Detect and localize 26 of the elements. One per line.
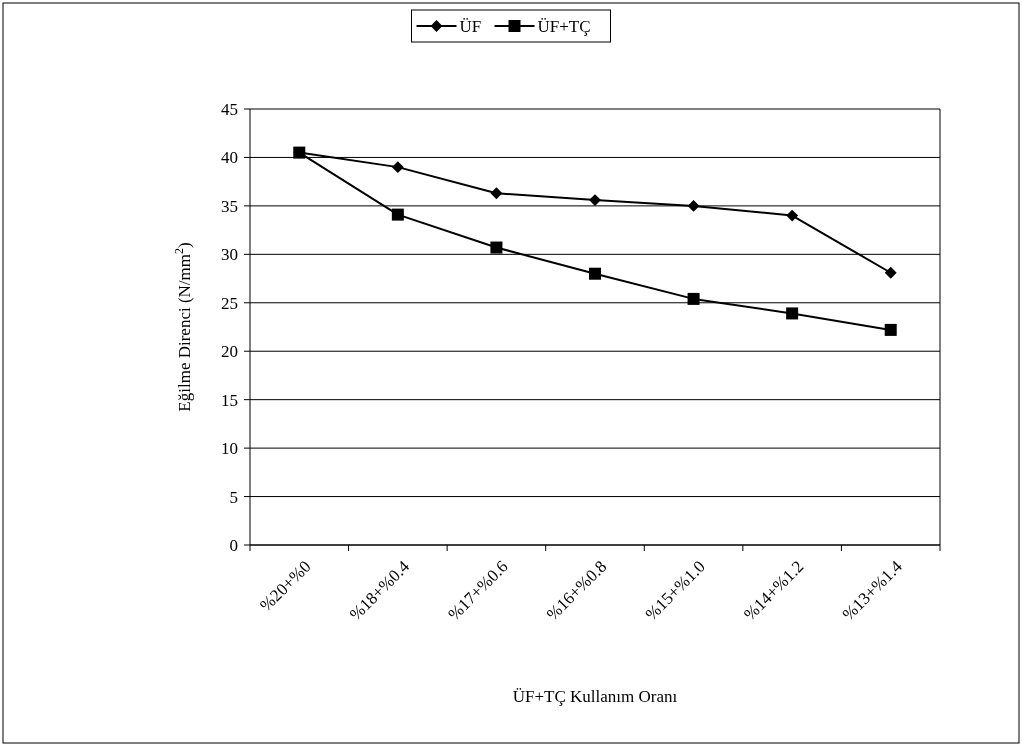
legend-label: ÜF+TÇ <box>537 16 591 36</box>
y-tick-label: 0 <box>229 535 238 555</box>
point <box>490 187 503 200</box>
point <box>786 209 799 222</box>
y-tick-label: 45 <box>221 99 238 119</box>
point <box>687 199 700 212</box>
y-tick-label: 35 <box>221 196 238 216</box>
y-tick-label: 10 <box>221 439 238 459</box>
point <box>490 241 503 254</box>
y-tick-label: 5 <box>229 487 238 507</box>
point <box>293 146 306 159</box>
point <box>589 267 601 280</box>
legend-label: ÜF <box>459 16 482 36</box>
point <box>884 323 897 336</box>
x-axis-title: ÜF+TÇ Kullanım Oranı <box>512 687 678 706</box>
y-tick-label: 30 <box>221 245 238 265</box>
point <box>391 208 404 221</box>
y-tick-label: 40 <box>221 148 238 168</box>
point <box>391 161 404 174</box>
y-tick-label: 20 <box>221 342 238 362</box>
point <box>589 194 601 207</box>
y-tick-label: 15 <box>221 390 238 410</box>
point <box>884 266 897 279</box>
point <box>687 292 700 305</box>
point <box>786 307 799 320</box>
y-tick-label: 25 <box>221 293 238 313</box>
